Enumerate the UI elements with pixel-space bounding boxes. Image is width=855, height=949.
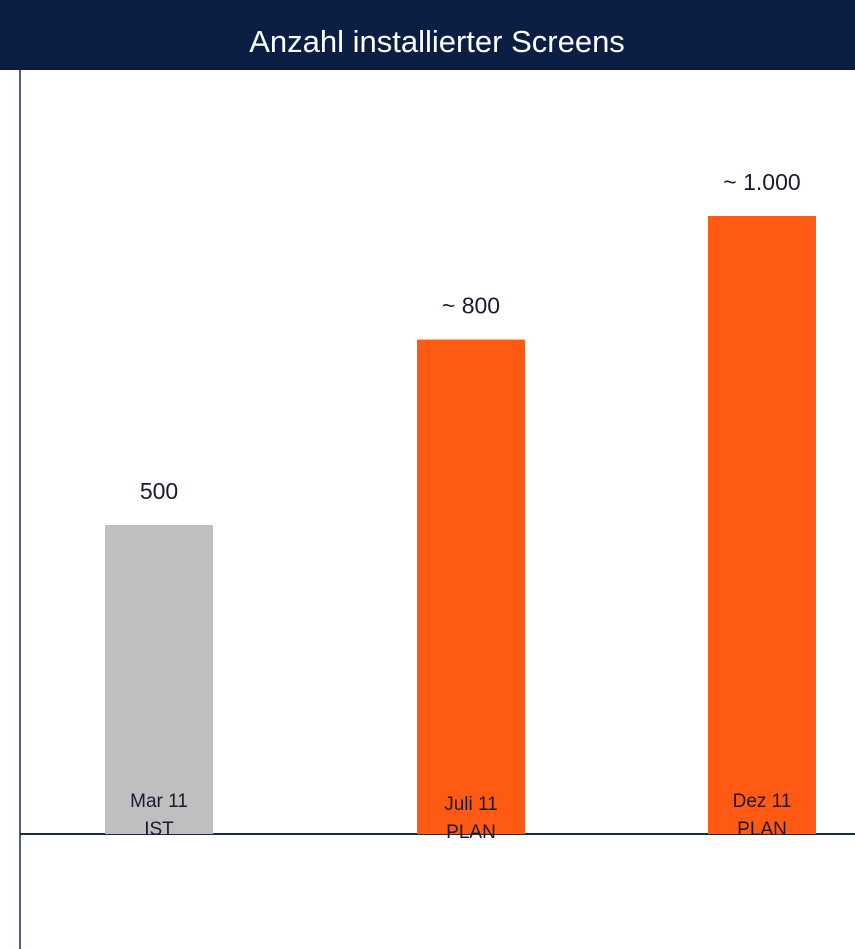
bar (417, 339, 525, 834)
x-tick-label: IST (144, 819, 174, 840)
chart-title: Anzahl installierter Screens (249, 24, 625, 59)
x-tick-label: PLAN (446, 822, 496, 843)
bar (708, 216, 816, 834)
bar (105, 525, 213, 834)
x-tick-label: Juli 11 (444, 794, 498, 815)
x-tick-label: Dez 11 (733, 791, 792, 812)
x-tick-label: PLAN (737, 819, 787, 840)
value-label: 500 (140, 478, 178, 504)
header-bar (0, 0, 855, 70)
value-label: ~ 800 (442, 293, 500, 319)
x-tick-label: Mar 11 (130, 791, 188, 812)
value-label: ~ 1.000 (723, 169, 800, 195)
